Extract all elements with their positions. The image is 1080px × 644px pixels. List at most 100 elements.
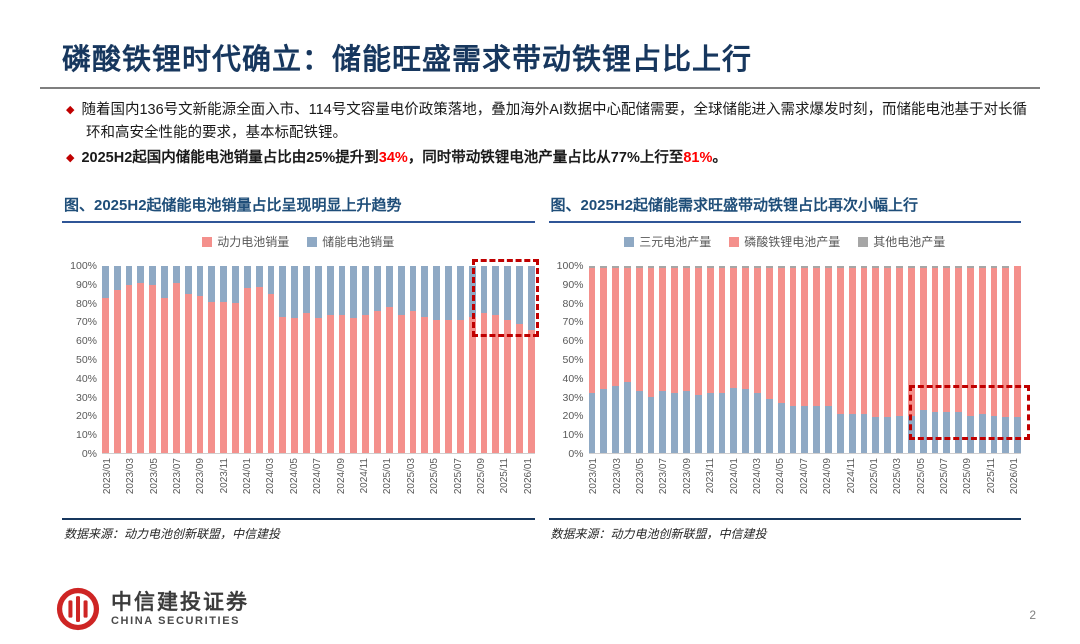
bar-segment [125,284,133,453]
bar-2024/02 [742,266,750,453]
bar-segment [789,267,797,407]
bar-2024/11 [362,266,370,453]
bar-2024/07 [314,266,322,453]
logo-name-cn: 中信建投证券 [111,591,249,614]
bar-segment [137,282,145,453]
bar-segment [1002,266,1010,268]
y-tick-label: 90% [562,278,584,291]
bar-segment [374,266,381,311]
bar-2023/02 [600,266,608,453]
x-tick-label: 2024/03 [265,458,277,495]
bar-2023/03 [612,266,619,453]
bar-segment [291,266,299,319]
legend-item: 其他电池产量 [858,233,945,250]
bar-segment [480,312,488,453]
bar-segment [931,267,939,412]
bar-segment [978,266,986,268]
x-tick-label: 2024/01 [242,458,254,495]
bar-2025/06 [445,266,452,453]
bar-segment [813,267,821,407]
x-tick-label: 2025/01 [382,458,394,495]
bar-segment [172,282,180,453]
bar-segment [671,267,679,394]
bar-2025/06 [931,266,939,453]
bar-segment [612,266,619,268]
bar-segment [967,267,974,416]
bar-segment [267,266,275,295]
bar-segment [600,389,608,453]
bar-segment [943,411,951,453]
bar-segment [161,297,168,453]
bar-segment [612,385,619,453]
bar-segment [102,266,109,298]
bar-segment [492,266,500,315]
bar-segment [801,266,809,268]
bar-segment [896,266,903,268]
bar-segment [848,267,856,414]
bar-2023/04 [137,266,145,453]
x-tick-label: 2023/07 [658,458,670,495]
bar-segment [385,266,393,308]
bar-segment [314,266,322,319]
bar-segment [409,310,417,453]
x-tick-label: 2024/11 [359,458,370,494]
x-tick-label: 2024/09 [822,458,834,495]
legend-swatch [858,236,869,247]
bar-segment [504,320,511,453]
bar-2024/06 [303,266,310,453]
bar-segment [836,413,844,453]
bar-2025/11 [504,266,511,453]
bar-segment [694,267,702,396]
x-tick-label: 2025/01 [868,458,880,495]
bar-segment [623,266,631,268]
bar-segment [777,266,785,268]
bar-segment [955,411,962,453]
legend-swatch [624,236,635,247]
bar-2023/05 [149,266,157,453]
bar-2024/08 [326,266,334,453]
x-tick-label: 2026/01 [1009,458,1021,495]
bar-segment [515,266,523,324]
bar-2025/01 [872,266,880,453]
y-axis: 100% 90% 80% 70% 60% 50% 40% 30% 20% 10% 0% [549,260,589,460]
bar-segment [137,266,145,283]
bar-segment [184,266,192,295]
bar-2025/11 [990,266,998,453]
bar-segment [1002,267,1010,418]
bar-segment [813,406,821,453]
bar-2025/12 [1002,266,1010,453]
bar-segment [1014,266,1022,418]
bar-2025/09 [480,266,488,453]
bar-segment [232,266,239,304]
y-tick-label: 0% [81,447,97,460]
bar-segment [754,267,761,394]
bar-2025/08 [468,266,476,453]
bar-segment [647,267,655,397]
bar-segment [303,312,310,453]
chart-left: 图、2025H2起储能电池销量占比呈现明显上升趋势 动力电池销量 储能电池销量 1… [62,194,539,542]
legend-swatch [307,236,318,247]
chart-body: 100% 90% 80% 70% 60% 50% 40% 30% 20% 10% 0% 2023/0… [549,260,1030,514]
x-tick-label: 2024/07 [312,458,324,495]
bar-segment [326,314,334,453]
x-tick-label: 2025/05 [915,458,927,495]
bar-segment [659,267,667,392]
y-tick-label: 10% [75,429,97,442]
x-tick-label: 2023/05 [148,458,160,495]
bar-segment [161,266,168,298]
bar-segment [896,267,903,416]
bar-segment [243,266,251,289]
bar-segment [860,413,868,453]
citic-logo-icon [56,587,100,631]
company-logo: 中信建投证券 CHINA SECURITIES [55,586,249,632]
bar-segment [196,266,204,296]
bar-2025/08 [955,266,962,453]
bar-segment [825,266,832,268]
bar-2025/03 [409,266,417,453]
x-tick-label: 2025/11 [499,458,511,494]
bar-segment [647,266,655,268]
bar-segment [742,267,750,390]
bullet-list: ◆ 随着国内136号文新能源全面入市、114号文容量电价政策落地，叠加海外AI数据… [66,99,1038,170]
plot-area [588,266,1030,454]
x-tick-label: 2025/05 [429,458,441,495]
